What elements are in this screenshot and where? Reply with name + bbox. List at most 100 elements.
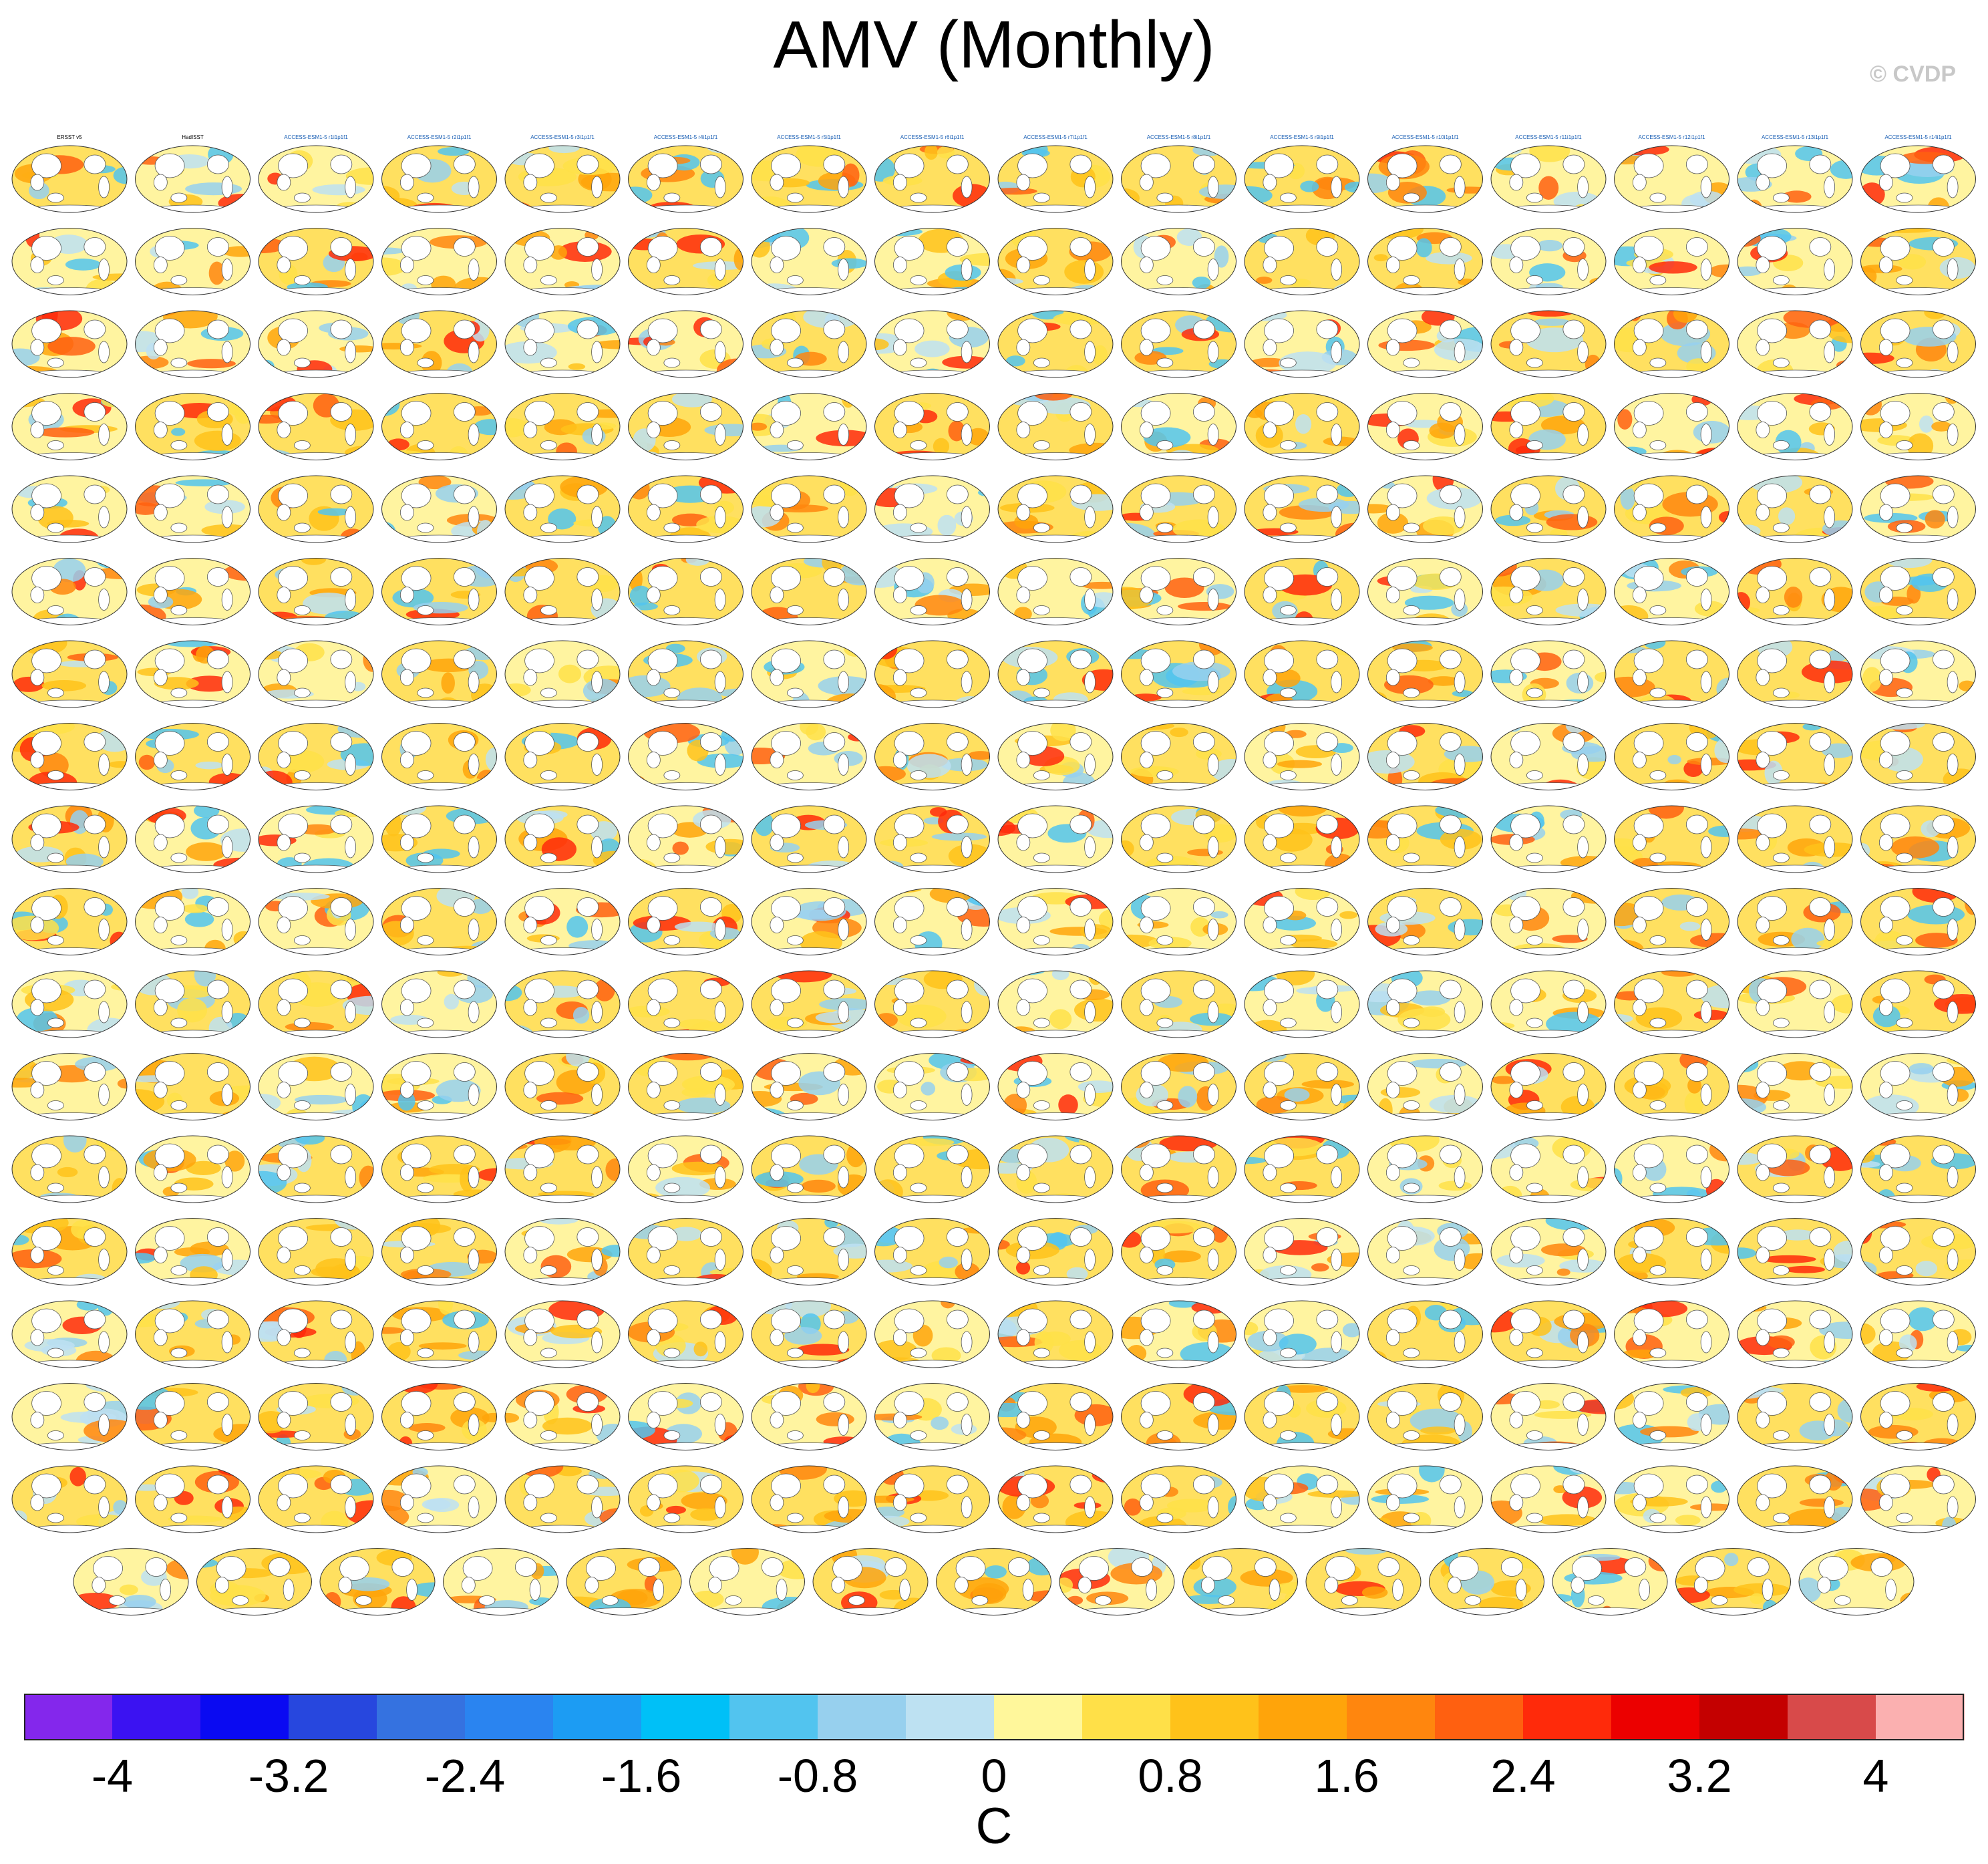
map-panel <box>628 310 743 378</box>
map-panel <box>1860 640 1976 708</box>
map-panel <box>1614 393 1729 460</box>
map-panel <box>1737 1383 1853 1450</box>
map-panel <box>135 1465 251 1533</box>
map-panel <box>258 1465 374 1533</box>
map-panel <box>751 310 867 378</box>
colorbar <box>24 1694 1965 1740</box>
map-panel <box>1121 475 1236 543</box>
map-panel <box>997 558 1114 625</box>
colorbar-box <box>24 1694 113 1740</box>
map-panel <box>874 805 990 873</box>
map-panel <box>381 1218 497 1285</box>
colorbar-tick-label: -3.2 <box>248 1750 329 1802</box>
map-panel <box>751 1053 867 1120</box>
map-panel <box>1121 558 1236 625</box>
map-panel <box>11 640 128 708</box>
map-panel <box>1490 805 1607 873</box>
map-panel <box>751 970 867 1038</box>
map-panel <box>1614 1218 1729 1285</box>
map-panel <box>11 1465 128 1533</box>
map-panel <box>1737 145 1853 213</box>
map-panel <box>11 1383 128 1450</box>
colorbar-box <box>1170 1694 1259 1740</box>
map-panel <box>1244 805 1360 873</box>
map-panel <box>381 970 497 1038</box>
map-panel <box>628 1053 743 1120</box>
map-panel <box>1490 228 1607 295</box>
map-panel <box>1490 1300 1607 1368</box>
map-panel <box>381 558 497 625</box>
map-panel <box>135 1053 251 1120</box>
colorbar-frame <box>24 1694 1964 1740</box>
map-panel <box>1121 723 1236 790</box>
map-panel <box>874 228 990 295</box>
map-panel <box>1737 1053 1853 1120</box>
map-panel <box>1737 1135 1853 1203</box>
map-panel <box>11 888 128 955</box>
colorbar-box <box>112 1694 201 1740</box>
map-panel <box>1737 558 1853 625</box>
map-panel <box>628 888 743 955</box>
map-panel <box>1244 1465 1360 1533</box>
map-panel <box>11 228 128 295</box>
map-panel <box>874 145 990 213</box>
map-panel <box>1860 805 1976 873</box>
map-panel <box>1614 1465 1729 1533</box>
map-panel <box>1490 888 1607 955</box>
panel-title-label: ACCESS-ESM1-5 r5i1p1f1 <box>777 134 841 140</box>
map-panel <box>1367 1383 1483 1450</box>
map-panel <box>997 1135 1114 1203</box>
map-panel <box>997 228 1114 295</box>
map-panel <box>1614 228 1729 295</box>
map-panel <box>1490 310 1607 378</box>
map-panel <box>1614 640 1729 708</box>
map-panel <box>258 1135 374 1203</box>
map-panel <box>997 393 1114 460</box>
map-panel <box>11 723 128 790</box>
map-panel <box>1367 1135 1483 1203</box>
map-panel <box>1490 1465 1607 1533</box>
panel-title-label: ACCESS-ESM1-5 r7i1p1f1 <box>1023 134 1088 140</box>
map-panel <box>1860 393 1976 460</box>
panel-title-label: ACCESS-ESM1-5 r14i1p1f1 <box>1884 134 1952 140</box>
map-panel <box>1244 1300 1360 1368</box>
map-panel <box>135 888 251 955</box>
map-panel <box>689 1548 805 1615</box>
map-panel <box>751 1300 867 1368</box>
map-panel <box>997 805 1114 873</box>
map-panel <box>1490 723 1607 790</box>
map-panel <box>1367 640 1483 708</box>
map-panel <box>751 805 867 873</box>
map-panel <box>1244 888 1360 955</box>
map-panel <box>135 1218 251 1285</box>
map-panel <box>751 1383 867 1450</box>
page-title: AMV (Monthly) <box>773 7 1215 82</box>
map-panel <box>936 1548 1051 1615</box>
map-panel <box>1367 970 1483 1038</box>
map-panel <box>874 1218 990 1285</box>
map-panel <box>874 558 990 625</box>
map-panel <box>1367 145 1483 213</box>
map-panel <box>504 888 621 955</box>
map-panel <box>628 475 743 543</box>
map-panel <box>1244 640 1360 708</box>
map-panel <box>1121 1135 1236 1203</box>
map-panel <box>628 1135 743 1203</box>
map-panel <box>874 723 990 790</box>
map-panel <box>1367 393 1483 460</box>
map-panel <box>1244 1218 1360 1285</box>
map-panel <box>628 805 743 873</box>
map-panel <box>1367 558 1483 625</box>
map-panel <box>504 1465 621 1533</box>
map-panel <box>1121 1218 1236 1285</box>
map-panel <box>11 1135 128 1203</box>
map-panel <box>628 723 743 790</box>
map-panel <box>11 558 128 625</box>
map-panel <box>504 1300 621 1368</box>
map-panel <box>1121 1383 1236 1450</box>
map-panel <box>11 1053 128 1120</box>
map-panel <box>381 475 497 543</box>
map-panel <box>628 640 743 708</box>
map-panel <box>1367 1218 1483 1285</box>
colorbar-tick-label: -2.4 <box>424 1750 506 1802</box>
